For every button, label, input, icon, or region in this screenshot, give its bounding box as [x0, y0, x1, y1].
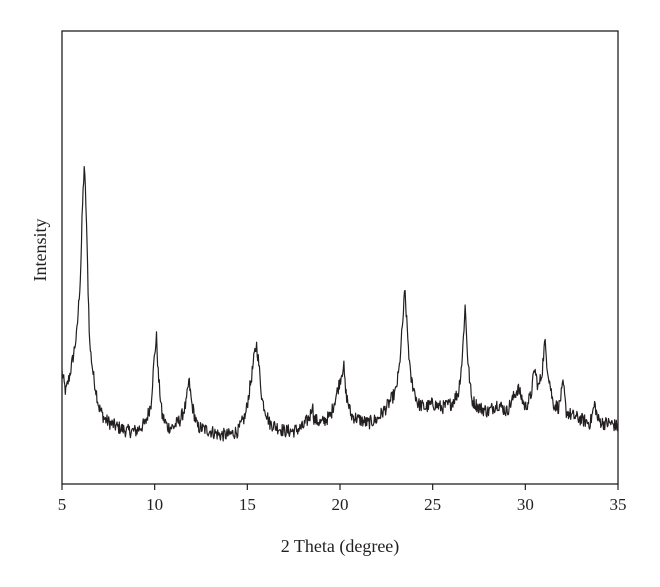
- x-axis-ticks: 5 10 15 20 25 30 35: [58, 484, 627, 514]
- x-tick-label: 10: [146, 495, 163, 514]
- x-axis-title: 2 Theta (degree): [281, 536, 400, 557]
- x-tick-label: 30: [517, 495, 534, 514]
- x-tick-label: 25: [424, 495, 441, 514]
- y-axis-title: Intensity: [30, 219, 50, 282]
- x-tick-label: 15: [239, 495, 256, 514]
- x-tick-label: 5: [58, 495, 67, 514]
- x-tick-label: 35: [610, 495, 627, 514]
- series-line: [61, 166, 619, 442]
- plot-frame: [61, 30, 619, 485]
- x-tick-label: 20: [332, 495, 349, 514]
